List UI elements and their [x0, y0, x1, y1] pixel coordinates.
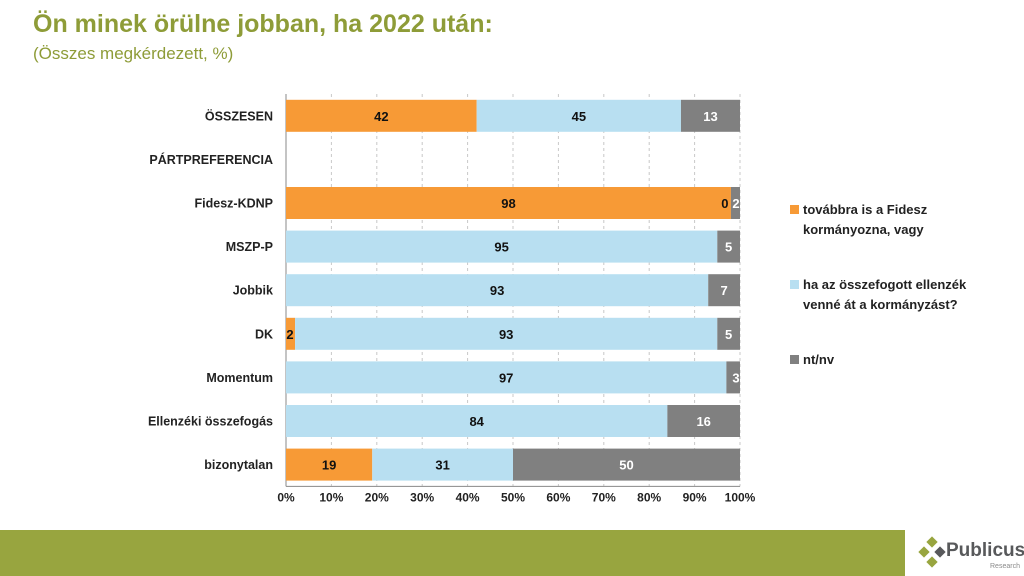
- x-tick-label: 100%: [725, 490, 756, 504]
- legend-label: nt/nv: [803, 352, 835, 367]
- bar-segment: [730, 187, 740, 219]
- bar-segment: [286, 230, 718, 263]
- data-label: 45: [572, 109, 586, 124]
- x-tick-label: 50%: [501, 490, 525, 504]
- data-label: 95: [494, 240, 508, 255]
- x-tick-label: 20%: [365, 490, 389, 504]
- bar-segment: [286, 274, 709, 307]
- legend-item-ellenzek: ha az összefogott ellenzék venné át a ko…: [790, 275, 990, 315]
- publicus-logo-icon: [918, 536, 946, 568]
- bar-segment: [717, 317, 740, 350]
- category-label: DK: [255, 327, 273, 341]
- footer-bar: [0, 530, 905, 576]
- bar-segment: [680, 99, 740, 132]
- bar-segment: [286, 361, 727, 394]
- category-label: Ellenzéki összefogás: [148, 415, 273, 429]
- category-label: Jobbik: [233, 284, 273, 298]
- legend-label: továbbra is a Fidesz kormányozna, vagy: [803, 202, 928, 237]
- x-tick-label: 40%: [456, 490, 480, 504]
- logo-name: Publicus: [946, 540, 1024, 561]
- data-label: 98: [501, 196, 515, 211]
- data-label: 16: [696, 414, 710, 429]
- category-label: bizonytalan: [204, 458, 273, 472]
- legend-item-fidesz: továbbra is a Fidesz kormányozna, vagy: [790, 200, 990, 240]
- chart-title: Ön minek örülne jobban, ha 2022 után:: [33, 10, 493, 38]
- bar-segment: [513, 448, 740, 481]
- data-label: 13: [703, 109, 717, 124]
- x-tick-label: 60%: [546, 490, 570, 504]
- bar-segment: [286, 317, 296, 350]
- data-label: 93: [499, 327, 513, 342]
- bar-segment: [286, 99, 477, 132]
- bar-segment: [667, 405, 740, 437]
- legend-item-ntnv: nt/nv: [790, 350, 990, 370]
- data-label: 93: [490, 283, 504, 298]
- category-label: MSZP-P: [226, 240, 273, 254]
- category-label: PÁRTPREFERENCIA: [149, 152, 273, 167]
- bar-segment: [286, 448, 373, 481]
- data-label: 50: [619, 458, 633, 473]
- x-tick-label: 70%: [592, 490, 616, 504]
- data-label: 3: [732, 370, 739, 385]
- category-label: Momentum: [206, 371, 273, 385]
- stacked-bar-chart: 0% 10% 20% 30% 40% 50% 60% 70% 80% 90% 100% ÖSSZESE…: [148, 94, 756, 504]
- category-label: Fidesz-KDNP: [195, 197, 273, 211]
- x-tick-label: 30%: [410, 490, 434, 504]
- category-label: ÖSSZESEN: [205, 108, 273, 123]
- bar-segment: [708, 274, 740, 307]
- legend-swatch: [790, 205, 799, 214]
- data-label: 5: [725, 327, 732, 342]
- data-label: 7: [720, 283, 727, 298]
- bar-segment: [717, 230, 740, 263]
- bar-segment: [476, 99, 681, 132]
- x-tick-label: 10%: [319, 490, 343, 504]
- data-label: 31: [435, 458, 449, 473]
- data-label: 5: [725, 240, 732, 255]
- x-tick-label: 90%: [683, 490, 707, 504]
- bar-segment: [286, 405, 668, 437]
- x-tick-label: 0%: [277, 490, 295, 504]
- bar-segment: [372, 448, 513, 481]
- bar-segment: [726, 361, 740, 394]
- legend-swatch: [790, 280, 799, 289]
- logo-sub: Research: [990, 563, 1020, 570]
- data-label: 19: [322, 458, 336, 473]
- bar-segment: [286, 187, 731, 219]
- legend-label: ha az összefogott ellenzék venné át a ko…: [803, 277, 967, 312]
- data-label: 0: [721, 196, 728, 211]
- bar-segment: [295, 317, 718, 350]
- data-label: 97: [499, 370, 513, 385]
- x-tick-label: 80%: [637, 490, 661, 504]
- data-label: 84: [469, 414, 484, 429]
- data-label: 2: [286, 327, 293, 342]
- data-label: 42: [374, 109, 388, 124]
- chart-subtitle: (Összes megkérdezett, %): [33, 44, 234, 63]
- data-label: 2: [732, 196, 739, 211]
- legend-swatch: [790, 355, 799, 364]
